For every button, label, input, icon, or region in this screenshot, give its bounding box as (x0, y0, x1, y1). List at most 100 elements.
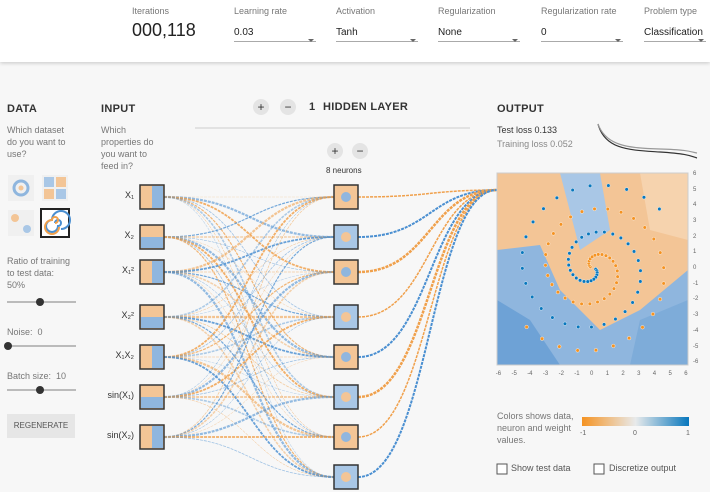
data-point (615, 268, 620, 273)
data-point (658, 297, 663, 302)
x-tick-label: -3 (542, 371, 549, 377)
data-point (611, 259, 616, 264)
data-point (602, 230, 607, 235)
top-bar: Iterations 000,118 Learning rate 0.03 Acti… (0, 0, 710, 62)
noise-text: Noise: (7, 327, 33, 337)
hidden-pattern (341, 472, 351, 482)
output-link (357, 189, 498, 198)
data-point (661, 281, 666, 286)
feature-label: X₁X₂ (115, 350, 134, 360)
weight-link (163, 356, 335, 398)
test-loss-curve (597, 123, 698, 159)
data-point (650, 312, 655, 317)
data-point (579, 209, 584, 214)
data-point (563, 296, 568, 301)
data-point (661, 265, 666, 270)
output-link (357, 189, 498, 318)
weight-link (163, 271, 335, 398)
add-neuron-button[interactable]: + (327, 143, 343, 159)
batch-slider[interactable] (36, 386, 44, 394)
hidden-pattern (341, 352, 351, 362)
y-tick-label: -1 (693, 280, 699, 287)
layer-count: 1 (309, 101, 316, 113)
remove-neuron-button[interactable]: − (352, 143, 368, 159)
weight-link (163, 196, 335, 318)
x-tick-label: 0 (590, 371, 594, 377)
data-point (531, 219, 536, 224)
data-point (574, 276, 579, 281)
dropdown[interactable]: Regularization None (438, 6, 520, 42)
data-point (627, 336, 632, 341)
weight-link (163, 436, 335, 478)
data-point (618, 235, 623, 240)
color-scale (582, 417, 689, 426)
weight-link (163, 196, 335, 238)
discretize-checkbox[interactable] (593, 463, 605, 475)
data-point (575, 348, 580, 353)
y-tick-label: 2 (693, 233, 697, 240)
x-tick-label: 2 (621, 371, 625, 377)
weight-link (163, 316, 335, 398)
output-link (357, 188, 498, 274)
y-tick-label: -2 (693, 296, 699, 303)
weight-link (163, 271, 335, 318)
data-point (631, 216, 636, 221)
output-link (357, 189, 498, 478)
data-point (630, 300, 635, 305)
ratio-slider[interactable] (36, 298, 44, 306)
data-point (603, 253, 608, 258)
hidden-node[interactable] (333, 384, 359, 410)
dropdown[interactable]: Learning rate 0.03 (234, 6, 316, 42)
dropdown[interactable]: Regularization rate 0 (541, 6, 623, 42)
dropdown[interactable]: Activation Tanh (336, 6, 418, 42)
data-point (530, 294, 535, 299)
dropdown[interactable]: Problem type Classification (644, 6, 706, 42)
output-link (357, 188, 498, 399)
weight-link (163, 270, 335, 479)
hidden-pattern (341, 392, 351, 402)
data-point (602, 322, 607, 327)
dropdown-value: 0 (541, 27, 623, 42)
hidden-pattern (341, 192, 351, 202)
data-title: DATA (7, 103, 38, 115)
weight-link (163, 196, 335, 438)
data-point (632, 249, 637, 254)
data-point (568, 268, 573, 273)
hidden-node[interactable] (333, 344, 359, 370)
feature-label: X₁ (124, 190, 134, 200)
feature-label: sin(X₁) (107, 390, 134, 400)
data-point (567, 251, 572, 256)
noise-value: 0 (37, 327, 43, 337)
feature-label: X₁² (121, 265, 134, 275)
checkboxes (496, 463, 605, 475)
data-point (638, 279, 643, 284)
x-tick-label: -4 (527, 371, 533, 377)
output-heatmap (497, 173, 688, 365)
sliders (4, 298, 76, 394)
data-point (543, 263, 548, 268)
datasets (8, 175, 71, 238)
add-layer-button[interactable]: + (253, 99, 269, 115)
dataset-gauss[interactable] (8, 210, 34, 236)
ratio-text: Ratio of training to test data: (7, 256, 71, 278)
weight-link (163, 316, 335, 438)
y-tick-label: -3 (693, 312, 699, 319)
legend-tick-label: 0 (633, 430, 637, 437)
show-test-checkbox[interactable] (496, 463, 508, 475)
data-point (613, 317, 618, 322)
data-point (607, 292, 612, 297)
regenerate-button[interactable]: REGENERATE (7, 414, 75, 438)
data-point (545, 273, 550, 278)
data-point (540, 336, 545, 341)
data-point (607, 255, 612, 260)
data-point (541, 206, 546, 211)
data-point (613, 263, 618, 268)
remove-layer-button[interactable]: − (280, 99, 296, 115)
noise-slider[interactable] (4, 342, 12, 350)
weight-link (163, 236, 335, 358)
output-frame (496, 172, 689, 366)
legend-tick-label: -1 (580, 430, 587, 437)
x-tick-label: -1 (574, 371, 580, 377)
weight-link (163, 271, 335, 438)
hidden-node[interactable] (333, 304, 359, 330)
